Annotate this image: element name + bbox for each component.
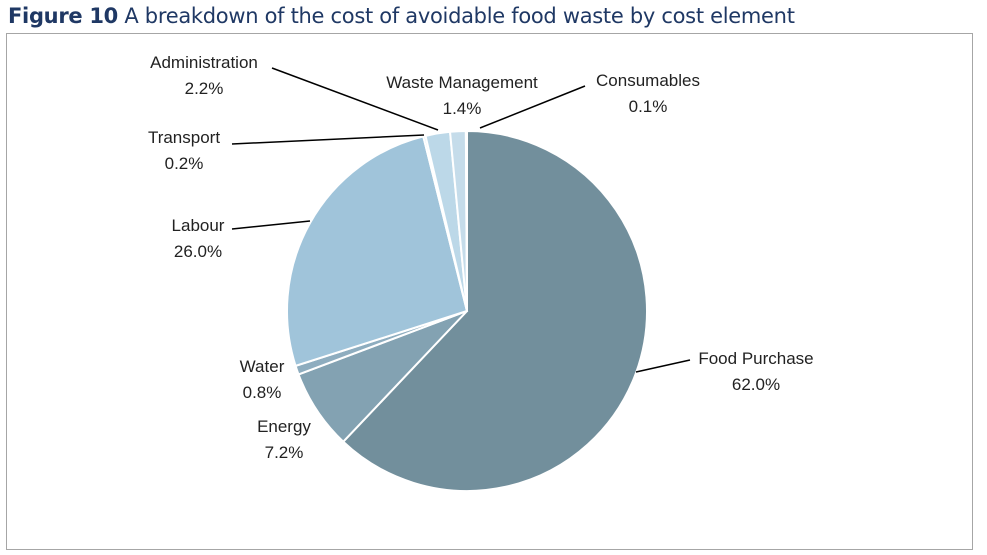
slice-value-label: 0.2%	[165, 154, 204, 173]
slice-label: Waste Management	[386, 73, 538, 92]
leader-line	[271, 67, 439, 131]
pie-slice-labour	[286, 135, 469, 368]
pie-slice-consumables	[464, 129, 468, 312]
slice-label: Energy	[257, 417, 311, 436]
slice-label: Transport	[148, 128, 220, 147]
slice-label: Administration	[150, 53, 258, 72]
leader-line	[231, 220, 311, 230]
chart-frame	[6, 33, 973, 550]
slice-label: Food Purchase	[698, 349, 813, 368]
slice-value-label: 62.0%	[732, 375, 780, 394]
figure-caption: A breakdown of the cost of avoidable foo…	[124, 4, 795, 28]
leader-line	[231, 134, 425, 145]
slice-label: Water	[240, 357, 285, 376]
slice-value-label: 0.8%	[243, 383, 282, 402]
pie-slice-food-purchase	[341, 129, 648, 492]
slice-value-label: 26.0%	[174, 242, 222, 261]
figure-number: Figure 10	[8, 4, 118, 28]
slice-label: Consumables	[596, 71, 700, 90]
figure-title: Figure 10 A breakdown of the cost of avo…	[8, 4, 795, 28]
slice-value-label: 1.4%	[443, 99, 482, 118]
leader-line	[635, 359, 691, 373]
leader-line	[479, 85, 586, 129]
slice-value-label: 7.2%	[265, 443, 304, 462]
slice-value-label: 2.2%	[185, 79, 224, 98]
slice-label: Labour	[172, 216, 225, 235]
slice-value-label: 0.1%	[629, 97, 668, 116]
